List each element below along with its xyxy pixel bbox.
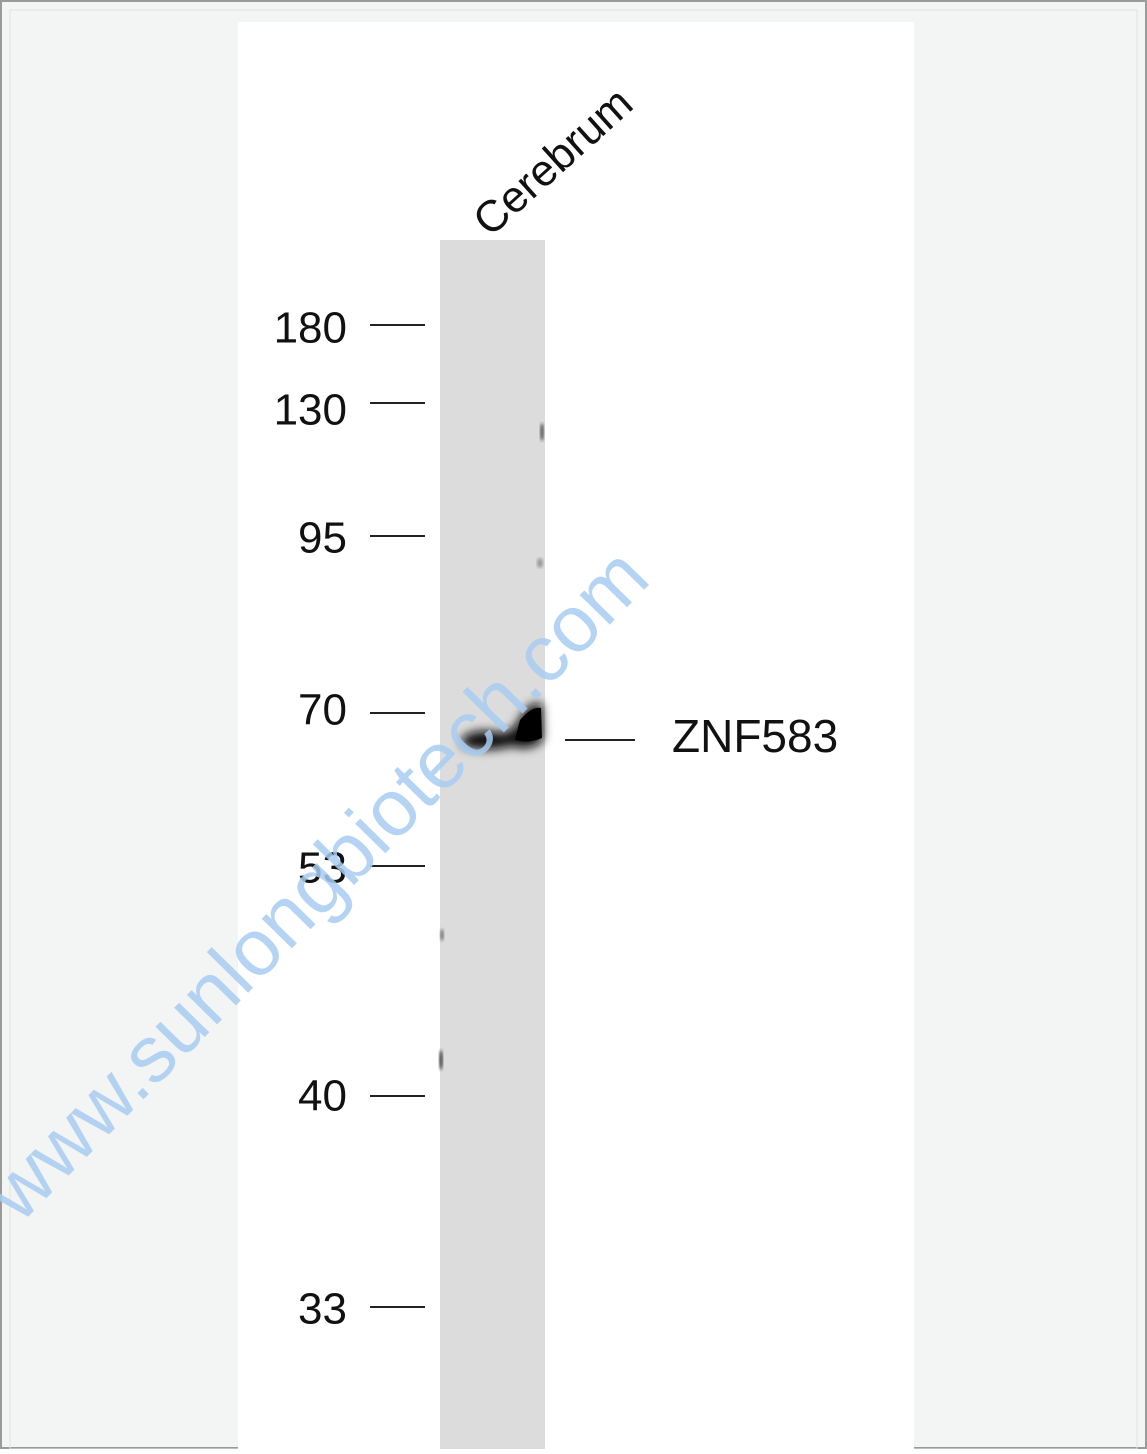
marker-label: 95 [298,514,347,563]
marker-label: 40 [298,1072,347,1121]
marker-label: 130 [274,386,347,435]
marker-label: 180 [274,304,347,353]
lane [440,240,545,1449]
marker-label: 33 [298,1285,347,1334]
blot-figure: Cerebrum 180 130 95 70 53 40 33 ZNF583 w… [0,0,1147,1449]
marker-label: 70 [298,686,347,735]
band-label: ZNF583 [672,710,838,762]
